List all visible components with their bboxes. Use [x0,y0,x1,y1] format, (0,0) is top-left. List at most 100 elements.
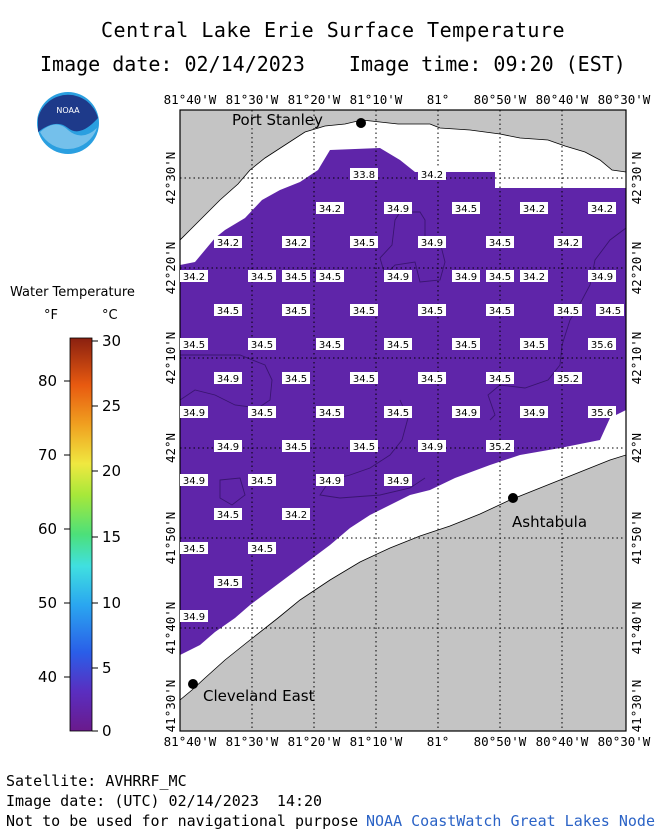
temp-label: 33.8 [350,168,378,181]
temp-value: 34.9 [319,476,341,487]
temp-value: 34.5 [217,306,239,317]
temp-label: 34.5 [486,304,514,317]
temp-value: 34.5 [353,442,375,453]
temp-value: 34.5 [217,510,239,521]
temp-label: 34.5 [282,440,310,453]
temp-value: 34.5 [353,374,375,385]
temp-value: 34.2 [183,272,205,283]
city-label: Cleveland East [203,687,315,705]
temp-label: 34.9 [588,270,616,283]
temp-value: 34.5 [455,204,477,215]
temp-value: 34.5 [523,340,545,351]
lat-label-left: 42°20'N [163,242,178,295]
temp-value: 34.5 [489,272,511,283]
graticule [180,110,626,731]
temp-label: 34.2 [520,202,548,215]
lat-label-left: 42°30'N [163,152,178,205]
temp-label: 34.2 [588,202,616,215]
temp-label: 34.5 [596,304,624,317]
temp-value: 34.5 [455,340,477,351]
temp-value: 34.9 [387,204,409,215]
temp-value: 34.5 [251,272,273,283]
temp-label: 34.9 [452,270,480,283]
lon-label-bottom: 81°40'W [164,734,217,749]
temp-label: 34.2 [520,270,548,283]
temp-label: 34.9 [316,474,344,487]
lon-label-bottom: 81°20'W [288,734,341,749]
image-date-time: Image date: 02/14/2023 Image time: 09:20 … [40,52,666,76]
temp-label: 34.9 [180,610,208,623]
temp-value: 35.6 [591,340,613,351]
temp-label: 34.2 [418,168,446,181]
temp-value: 34.5 [599,306,621,317]
legend-f-unit: °F [44,308,58,323]
lon-label-top: 81°10'W [350,92,403,107]
temp-value: 34.2 [285,238,307,249]
legend-c-tick: 5 [102,659,112,677]
temp-value: 34.9 [591,272,613,283]
temp-label: 34.5 [350,304,378,317]
footer-utc-date: Image date: (UTC) 02/14/2023 14:20 [6,792,323,810]
contour-line [487,227,626,421]
temp-value: 34.9 [421,442,443,453]
temp-label: 34.2 [282,236,310,249]
lat-label-left: 41°40'N [163,602,178,655]
south-land [180,454,626,731]
map-frame [179,109,627,732]
temp-label: 34.5 [282,304,310,317]
temp-label: 34.2 [554,236,582,249]
temp-value: 34.5 [319,340,341,351]
lon-label-top: 81° [427,92,450,107]
temp-value: 34.5 [557,306,579,317]
temp-label: 34.9 [214,372,242,385]
temp-value: 33.8 [353,170,375,181]
temp-label: 34.9 [384,474,412,487]
lat-label-left: 42°N [163,433,178,463]
temp-value: 34.5 [251,476,273,487]
north-land [180,110,626,241]
image-time: Image time: 09:20 (EST) [348,52,626,76]
legend-c-tick: 30 [102,332,121,350]
temp-label: 34.5 [282,270,310,283]
temp-label: 34.5 [486,236,514,249]
temp-value: 34.5 [251,544,273,555]
temp-label: 34.5 [350,372,378,385]
temperature-labels: 33.8 34.2 34.2 34.9 34.5 34.2 34.2 34.2 … [180,168,624,623]
lon-label-top: 81°20'W [288,92,341,107]
legend-f-tick: 60 [38,520,57,538]
temp-value: 35.6 [591,408,613,419]
temp-value: 34.5 [217,578,239,589]
temp-value: 34.5 [319,272,341,283]
temp-label: 34.5 [248,474,276,487]
temp-label: 34.5 [554,304,582,317]
temp-label: 34.5 [350,440,378,453]
temp-value: 34.5 [285,306,307,317]
temp-value: 34.5 [319,408,341,419]
temp-value: 34.9 [217,442,239,453]
lat-label-left: 41°50'N [163,512,178,565]
temp-label: 34.9 [214,440,242,453]
temp-label: 34.5 [214,508,242,521]
temp-value: 34.5 [183,340,205,351]
temp-label: 34.5 [282,372,310,385]
temp-label: 34.5 [316,270,344,283]
lon-label-bottom: 80°50'W [474,734,527,749]
lon-label-bottom: 80°40'W [536,734,589,749]
temp-value: 34.2 [523,272,545,283]
temp-value: 34.2 [523,204,545,215]
legend-c-unit: °C [102,308,118,323]
footer-warning: Not to be used for navigational purpose [6,812,359,830]
temp-value: 34.5 [285,374,307,385]
legend-f-tick: 40 [38,668,57,686]
legend-c-tick: 10 [102,594,121,612]
temp-value: 34.5 [285,442,307,453]
temp-label: 34.5 [384,338,412,351]
temp-value: 34.5 [251,340,273,351]
lat-label-right: 41°40'N [629,602,644,655]
temp-label: 34.5 [248,270,276,283]
legend-title: Water Temperature [10,285,135,300]
temp-label: 34.5 [248,338,276,351]
city-marker [188,679,198,689]
legend-f-tick: 70 [38,446,57,464]
